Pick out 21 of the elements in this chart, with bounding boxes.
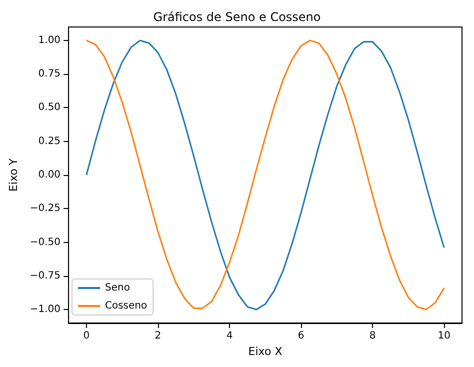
x-axis-title: Eixo X: [248, 344, 283, 358]
y-tick-label: −0.75: [30, 270, 61, 282]
x-tick-label: 6: [298, 330, 304, 342]
legend-label: Seno: [105, 282, 130, 294]
y-tick-label: 1.00: [38, 34, 61, 46]
y-tick-label: −1.00: [30, 304, 61, 316]
legend-label: Cosseno: [105, 300, 148, 312]
x-tick-label: 2: [154, 330, 162, 342]
x-tick-label: 0: [83, 330, 90, 342]
y-tick-label: 0.50: [38, 102, 61, 114]
x-tick-label: 8: [369, 330, 376, 342]
y-tick-label: 0.25: [38, 136, 61, 147]
x-tick-label: 4: [226, 330, 233, 342]
y-tick-label: 0.00: [38, 170, 61, 180]
y-tick-label: 0.75: [38, 68, 61, 80]
x-tick-label: 10: [438, 330, 450, 342]
chart-title: Gráficos de Seno e Cosseno: [153, 10, 321, 24]
y-tick-label: −0.50: [30, 236, 61, 248]
y-axis-title: Eixo Y: [7, 158, 20, 192]
y-tick-label: −0.25: [30, 203, 61, 214]
line-series: [86, 40, 445, 310]
